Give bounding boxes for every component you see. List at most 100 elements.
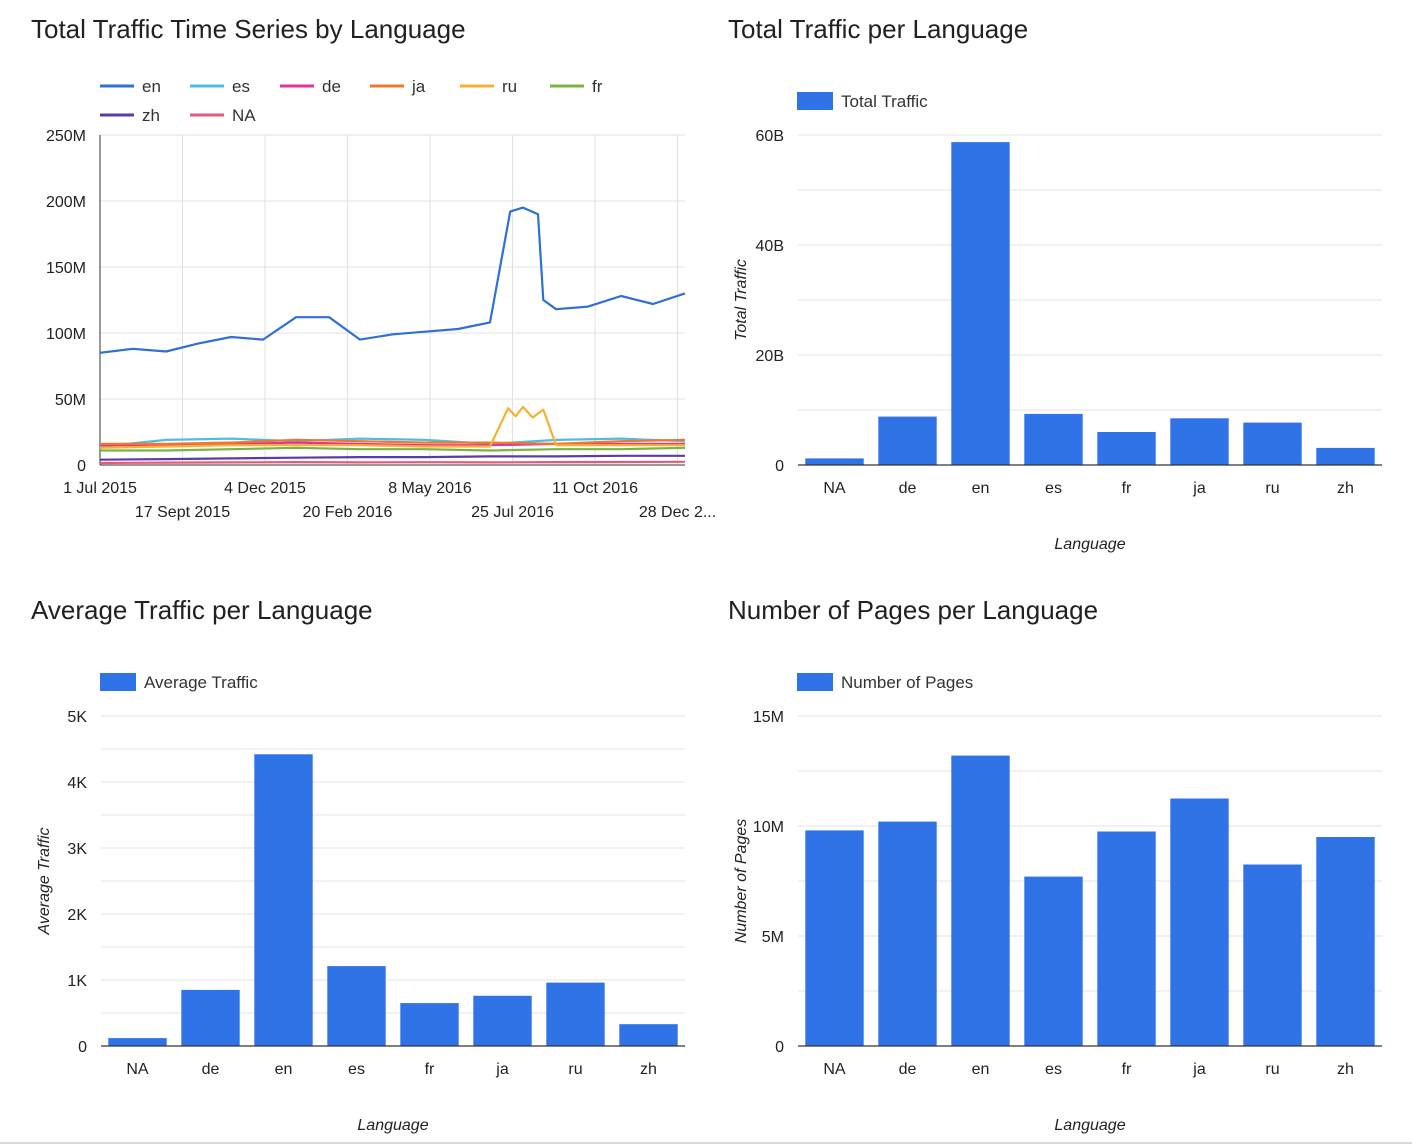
bar-en [951,142,1010,465]
bar-ja [473,995,532,1046]
series-line-zh [99,454,685,461]
y-tick-label: 0 [78,1039,87,1056]
x-tick-label: ru [568,1061,582,1078]
series-line-ja [100,438,686,445]
x-tick-label: ru [1265,1061,1279,1078]
x-tick-label: zh [1337,1061,1354,1078]
time-series-title: Total Traffic Time Series by Language [31,14,466,44]
y-tick-label: 250M [46,128,86,145]
x-tick-label: zh [640,1061,657,1078]
bar-fr [1097,432,1156,465]
x-tick-label: NA [126,1061,149,1078]
bar-zh [1316,837,1375,1046]
legend-label-es: es [232,77,250,96]
x-tick-label: fr [425,1061,435,1078]
bar-na [805,458,864,465]
y-tick-label: 50M [55,392,86,409]
legend-item-na: NA [190,106,256,125]
bar-fr [400,1003,459,1046]
legend-item-number-of-pages: Number of Pages [797,673,973,692]
legend-label-zh: zh [142,106,160,125]
pages-title: Number of Pages per Language [728,595,1099,625]
x-tick-label: 8 May 2016 [388,480,472,497]
y-tick-label: 15M [753,709,784,726]
y-tick-label: 0 [77,458,86,475]
x-tick-label: en [275,1061,293,1078]
time-series-chart: en es de ja ru fr zh NA 0 50M 100M 150M 200M 250M 1 Ju… [46,77,716,521]
average-traffic-title: Average Traffic per Language [31,595,373,625]
legend-item-average-traffic: Average Traffic [100,673,258,692]
y-tick-label: 0 [775,1039,784,1056]
legend-swatch-number-of-pages [797,673,833,691]
x-tick-label: 1 Jul 2015 [63,480,137,497]
legend-label-ja: ja [411,77,426,96]
bar-na [108,1038,167,1046]
bar-ru [1243,864,1302,1046]
x-axis-title: Language [1054,1117,1125,1134]
y-tick-label: 5K [67,709,87,726]
pages-panel: Number of Pages per Language Number of P… [728,581,1398,1141]
bar-es [1024,413,1083,465]
legend-item-ja: ja [370,77,426,96]
y-tick-label: 2K [67,907,87,924]
legend-label-fr: fr [592,77,603,96]
x-tick-label: 4 Dec 2015 [224,480,306,497]
y-tick-label: 60B [756,128,784,145]
legend-item-ru: ru [460,77,517,96]
y-tick-label: 200M [46,194,86,211]
legend-label-en: en [142,77,161,96]
legend-label-de: de [322,77,341,96]
legend-item-de: de [280,77,341,96]
y-tick-label: 10M [753,819,784,836]
legend-item-fr: fr [550,77,603,96]
x-tick-label: es [1045,1061,1062,1078]
x-tick-label: 11 Oct 2016 [552,480,638,497]
series-line-en [99,206,686,354]
bar-zh [1316,447,1375,465]
x-tick-label: es [1045,480,1062,497]
x-tick-label: en [972,1061,990,1078]
series-line-es [99,437,686,448]
bar-ja [1170,418,1229,466]
x-tick-label: 17 Sept 2015 [135,504,230,521]
x-tick-label: NA [823,1061,846,1078]
y-axis-title: Total Traffic [733,259,750,341]
bar-ja [1170,798,1229,1046]
x-tick-label: 20 Feb 2016 [303,504,393,521]
bar-es [1024,876,1083,1046]
bar-zh [619,1024,678,1046]
y-tick-label: 150M [46,260,86,277]
legend-item-total-traffic: Total Traffic [797,92,928,111]
y-axis-title: Average Traffic [36,827,53,935]
series-line-fr [100,446,686,452]
average-traffic-chart: Average Traffic 0 1K 2K 3K 4K 5K NA de en es fr ja ru… [36,673,685,1134]
time-series-panel: Total Traffic Time Series by Language en… [31,0,731,560]
legend-label-ru: ru [502,77,517,96]
x-tick-label: de [202,1061,220,1078]
y-tick-label: 40B [756,238,784,255]
bar-ru [1243,422,1302,465]
x-axis-title: Language [357,1117,428,1134]
bar-na [805,830,864,1046]
bar-ru [546,982,605,1046]
x-tick-label: NA [823,480,846,497]
x-tick-label: ja [1192,1061,1206,1078]
bar-en [951,755,1010,1046]
x-tick-label: fr [1122,1061,1132,1078]
x-tick-label: de [899,1061,917,1078]
total-traffic-title: Total Traffic per Language [728,14,1029,44]
x-tick-label: es [348,1061,365,1078]
y-axis-title: Number of Pages [733,819,750,944]
legend-swatch-average-traffic [100,673,136,691]
legend-item-zh: zh [100,106,160,125]
y-tick-label: 3K [67,841,87,858]
y-tick-label: 100M [46,326,86,343]
series-line-ru [99,405,685,449]
x-axis-title: Language [1054,536,1125,553]
bar-es [327,966,386,1046]
bottom-rule [0,1142,1412,1144]
y-tick-label: 0 [775,458,784,475]
y-tick-label: 20B [756,348,784,365]
total-traffic-chart: Total Traffic 0 20B 40B 60B NA de en es fr ja ru zh L… [733,92,1382,553]
bar-de [181,989,240,1046]
